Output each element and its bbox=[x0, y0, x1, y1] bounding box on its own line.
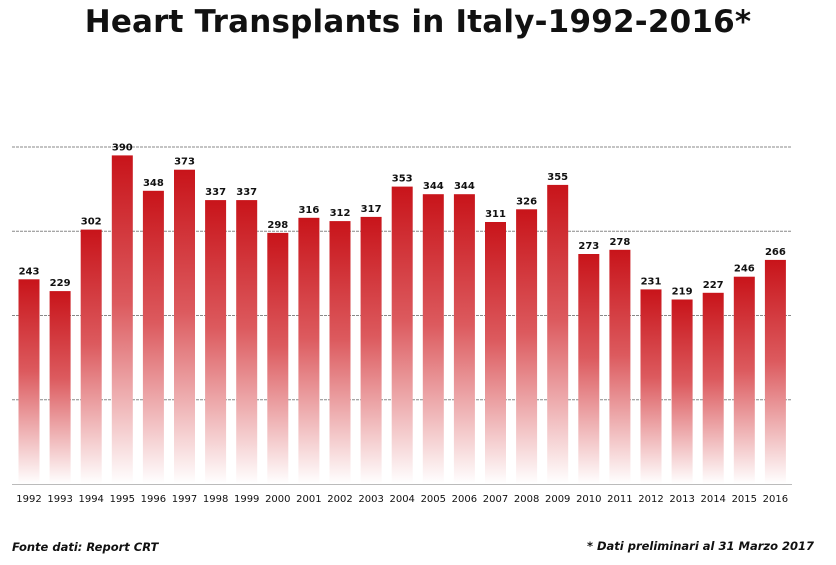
bar-1992 bbox=[18, 279, 40, 484]
x-tick-label-1996: 1996 bbox=[141, 494, 166, 505]
x-tick-label-2010: 2010 bbox=[576, 494, 601, 505]
data-label-2002: 312 bbox=[330, 208, 351, 219]
bar-2010 bbox=[578, 254, 600, 484]
data-label-2007: 311 bbox=[485, 209, 506, 220]
bar-2000 bbox=[267, 232, 289, 484]
x-tick-label-2004: 2004 bbox=[389, 494, 414, 505]
bar-1994 bbox=[80, 229, 102, 484]
footnote: * Dati preliminari al 31 Marzo 2017 bbox=[586, 539, 814, 553]
bar-2003 bbox=[360, 216, 382, 484]
bar-2013 bbox=[671, 299, 693, 484]
bar-1996 bbox=[142, 190, 164, 485]
x-tick-label-2007: 2007 bbox=[483, 494, 508, 505]
data-label-1996: 348 bbox=[143, 178, 164, 189]
x-tick-label-2015: 2015 bbox=[732, 494, 757, 505]
x-tick-label-2008: 2008 bbox=[514, 494, 539, 505]
data-label-2001: 316 bbox=[298, 205, 319, 216]
x-tick-label-2013: 2013 bbox=[669, 494, 694, 505]
bar-1993 bbox=[49, 291, 71, 484]
data-labels: 243 229 302 390 348 373 337 337 298 316 312 317 353 3… bbox=[19, 142, 786, 297]
x-tick-label-1994: 1994 bbox=[78, 494, 103, 505]
bar-2011 bbox=[609, 249, 631, 484]
x-tick-label-1998: 1998 bbox=[203, 494, 228, 505]
x-tick-label-2006: 2006 bbox=[452, 494, 477, 505]
bar-2006 bbox=[453, 194, 475, 484]
bars bbox=[18, 155, 786, 485]
bar-1997 bbox=[174, 169, 195, 484]
x-tick-label-1995: 1995 bbox=[110, 494, 135, 505]
x-tick-label-1999: 1999 bbox=[234, 494, 259, 505]
x-tick-label-2012: 2012 bbox=[638, 494, 663, 505]
x-tick-label-2009: 2009 bbox=[545, 494, 570, 505]
data-label-1992: 243 bbox=[19, 266, 40, 277]
data-label-2016: 266 bbox=[765, 247, 786, 258]
data-label-2015: 246 bbox=[734, 264, 755, 275]
x-tick-label-1997: 1997 bbox=[172, 494, 197, 505]
data-label-2011: 278 bbox=[609, 237, 630, 248]
x-tick-label-1992: 1992 bbox=[16, 494, 41, 505]
data-label-2012: 231 bbox=[641, 276, 662, 287]
data-label-1998: 337 bbox=[205, 187, 226, 198]
data-label-2004: 353 bbox=[392, 174, 413, 185]
bar-1995 bbox=[111, 155, 133, 484]
data-label-2008: 326 bbox=[516, 196, 537, 207]
bar-2002 bbox=[329, 221, 351, 484]
data-label-2014: 227 bbox=[703, 280, 724, 291]
x-tick-label-2002: 2002 bbox=[327, 494, 352, 505]
x-axis-ticks: 1992 1993 1994 1995 1996 1997 1998 1999 2000 2001… bbox=[16, 494, 788, 505]
bar-2004 bbox=[391, 186, 413, 484]
bar-1999 bbox=[236, 200, 258, 484]
data-label-1997: 373 bbox=[174, 157, 195, 168]
bar-2001 bbox=[298, 217, 320, 485]
data-label-1993: 229 bbox=[50, 278, 71, 289]
x-tick-label-2014: 2014 bbox=[700, 494, 725, 505]
source-note: Fonte dati: Report CRT bbox=[12, 540, 159, 554]
data-label-2010: 273 bbox=[578, 241, 599, 252]
bar-2015 bbox=[733, 276, 755, 484]
data-label-2013: 219 bbox=[672, 287, 693, 298]
data-label-2000: 298 bbox=[267, 220, 288, 231]
bar-2009 bbox=[547, 184, 569, 484]
data-label-2009: 355 bbox=[547, 172, 568, 183]
bar-2012 bbox=[640, 289, 662, 484]
x-tick-label-1993: 1993 bbox=[47, 494, 72, 505]
x-tick-label-2000: 2000 bbox=[265, 494, 290, 505]
data-label-1995: 390 bbox=[112, 142, 133, 153]
bar-2014 bbox=[702, 292, 724, 484]
data-label-1999: 337 bbox=[236, 187, 257, 198]
x-tick-label-2005: 2005 bbox=[421, 494, 446, 505]
bar-2016 bbox=[764, 259, 786, 484]
bar-2007 bbox=[485, 222, 506, 484]
x-tick-label-2016: 2016 bbox=[763, 494, 788, 505]
x-tick-label-2011: 2011 bbox=[607, 494, 632, 505]
data-label-1994: 302 bbox=[81, 217, 102, 228]
data-label-2006: 344 bbox=[454, 181, 475, 192]
bar-2008 bbox=[516, 209, 538, 485]
chart-title: Heart Transplants in Italy-1992-2016* bbox=[84, 4, 752, 40]
bar-1998 bbox=[205, 200, 227, 484]
x-tick-label-2003: 2003 bbox=[358, 494, 383, 505]
x-tick-label-2001: 2001 bbox=[296, 494, 321, 505]
data-label-2005: 344 bbox=[423, 181, 444, 192]
data-label-2003: 317 bbox=[361, 204, 382, 215]
bar-2005 bbox=[422, 194, 444, 484]
